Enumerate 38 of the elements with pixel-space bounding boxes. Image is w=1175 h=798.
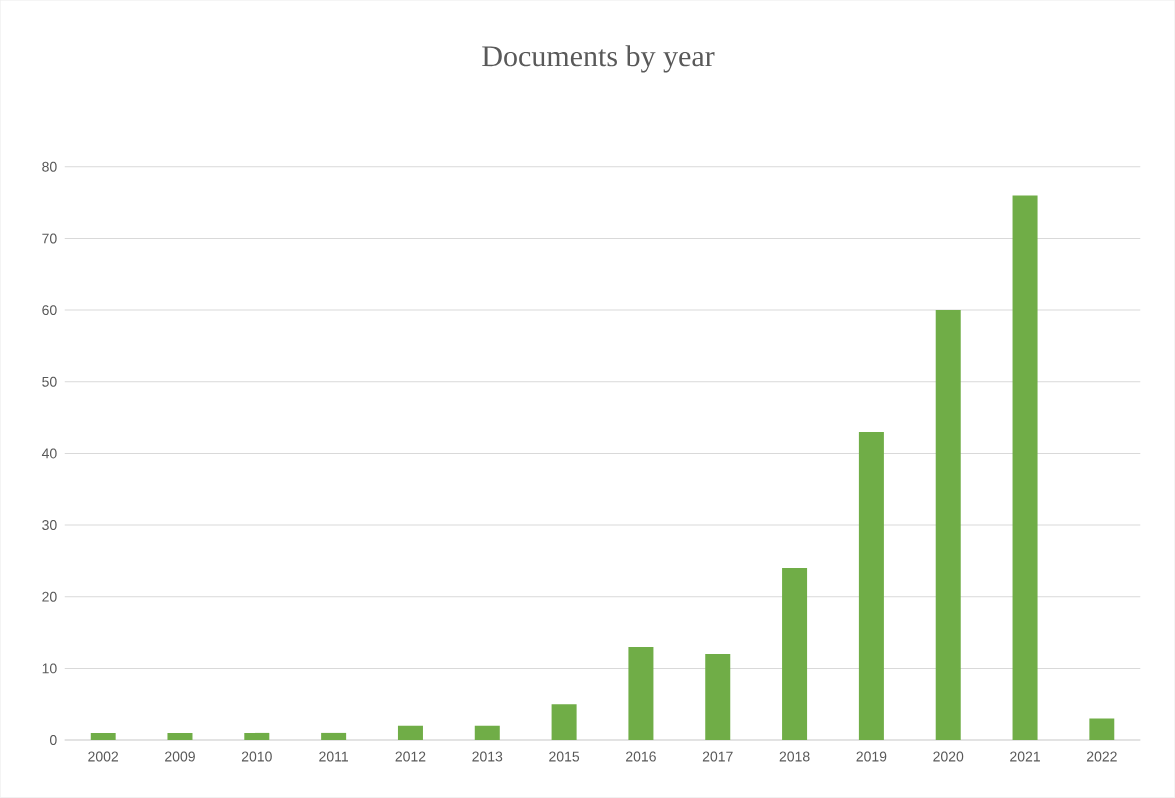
y-tick-label: 60 — [42, 305, 57, 316]
bar — [782, 568, 808, 741]
x-tick-label: 2013 — [472, 751, 503, 762]
x-tick-label: 2012 — [395, 751, 426, 762]
x-tick-label: 2018 — [779, 751, 810, 762]
x-tick-label: 2002 — [88, 751, 119, 762]
x-tick-label: 2020 — [933, 751, 964, 762]
y-tick-label: 70 — [42, 233, 57, 244]
bar — [474, 725, 500, 741]
bar — [858, 432, 884, 741]
x-tick-label: 2016 — [626, 751, 656, 762]
bar — [1089, 718, 1115, 741]
bar — [705, 654, 731, 741]
bar — [397, 725, 423, 741]
bar — [1012, 195, 1038, 741]
x-tick-label: 2011 — [319, 751, 348, 762]
bar — [90, 733, 116, 741]
x-tick-label: 2022 — [1087, 751, 1117, 762]
y-tick-label: 40 — [41, 448, 57, 459]
bar — [628, 647, 654, 741]
y-tick-label: 50 — [42, 376, 57, 387]
bar — [551, 704, 577, 741]
bar — [935, 310, 961, 741]
x-tick-label: 2015 — [549, 751, 580, 762]
y-tick-label: 80 — [42, 161, 57, 172]
y-tick-label: 20 — [42, 591, 57, 602]
x-tick-label: 2017 — [702, 751, 733, 762]
y-tick-label: 30 — [42, 520, 57, 531]
bar — [321, 733, 347, 741]
x-tick-label: 2021 — [1010, 751, 1040, 762]
chart-title: Documents by year — [482, 45, 715, 73]
x-tick-label: 2009 — [165, 751, 195, 762]
bar — [244, 733, 270, 741]
x-tick-label: 2010 — [241, 751, 272, 762]
y-tick-label: 0 — [49, 735, 57, 746]
y-tick-label: 10 — [42, 663, 57, 674]
bar — [167, 733, 193, 741]
x-tick-label: 2019 — [856, 751, 887, 762]
